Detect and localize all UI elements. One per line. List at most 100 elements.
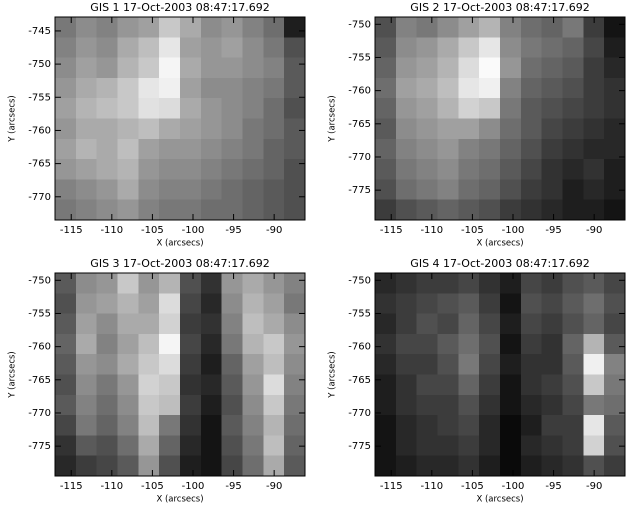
cell: [138, 415, 160, 436]
cell: [541, 313, 563, 335]
cell: [180, 159, 202, 180]
cell: [138, 293, 160, 315]
cell: [117, 374, 139, 396]
cell: [395, 273, 418, 294]
cell: [458, 374, 480, 396]
cell: [138, 374, 160, 396]
y-tick-label: -755: [348, 52, 371, 63]
x-axis-label: X (arcsecs): [156, 239, 203, 249]
cell: [500, 159, 522, 180]
y-tick-label: -750: [348, 19, 371, 30]
cell: [375, 435, 397, 457]
cell: [437, 77, 459, 99]
cell: [437, 333, 459, 355]
y-tick-label: -770: [348, 152, 371, 163]
cell: [75, 333, 98, 355]
cell: [562, 179, 584, 201]
cell: [479, 17, 501, 38]
cell: [117, 354, 139, 375]
cell: [138, 273, 160, 294]
cell: [416, 179, 438, 201]
cell: [458, 293, 480, 315]
cell: [437, 138, 459, 160]
cell: [604, 455, 626, 477]
cell: [55, 118, 77, 140]
cell: [395, 159, 418, 180]
cell: [416, 57, 438, 79]
cell: [180, 415, 202, 436]
cell: [500, 199, 522, 221]
cell: [263, 138, 285, 160]
cell: [583, 179, 605, 201]
cell: [180, 179, 202, 201]
cell: [200, 354, 223, 375]
cell: [583, 37, 605, 59]
cell: [263, 333, 285, 355]
cell: [221, 273, 243, 294]
cell: [75, 455, 98, 477]
cell: [159, 138, 181, 160]
cell: [500, 333, 522, 355]
cell: [416, 333, 438, 355]
y-tick-label: -775: [348, 441, 371, 452]
cell: [55, 313, 77, 335]
cell: [96, 118, 118, 140]
cell: [500, 354, 522, 375]
cell: [221, 118, 243, 140]
x-axis-label: X (arcsecs): [476, 495, 523, 505]
cell: [604, 435, 626, 457]
cell: [159, 98, 181, 119]
cell: [520, 77, 543, 99]
cell: [180, 455, 202, 477]
cell: [375, 159, 397, 180]
cell: [75, 57, 98, 79]
cell: [583, 57, 605, 79]
cell: [437, 374, 459, 396]
cell: [221, 57, 243, 79]
cell: [479, 415, 501, 436]
cell: [375, 37, 397, 59]
cell: [416, 77, 438, 99]
cell: [263, 394, 285, 416]
cell: [159, 435, 181, 457]
cell: [96, 455, 118, 477]
cell: [375, 57, 397, 79]
cell: [159, 394, 181, 416]
plot-frame: [54, 272, 306, 477]
cell: [541, 435, 563, 457]
cell: [541, 17, 563, 38]
cell: [604, 179, 626, 201]
cell: [284, 98, 306, 119]
cell: [583, 374, 605, 396]
cell: [263, 435, 285, 457]
cell: [75, 98, 98, 119]
cell: [479, 57, 501, 79]
cell: [395, 138, 418, 160]
cell: [395, 77, 418, 99]
cell: [55, 57, 77, 79]
cell: [437, 17, 459, 38]
cell: [395, 179, 418, 201]
cell: [604, 159, 626, 180]
cell: [96, 313, 118, 335]
chart-title: GIS 1 17-Oct-2003 08:47:17.692: [90, 1, 269, 14]
cell: [75, 199, 98, 221]
cell: [75, 77, 98, 99]
cell: [75, 159, 98, 180]
cell: [242, 435, 264, 457]
cell: [458, 313, 480, 335]
cell: [221, 17, 243, 38]
cell: [583, 138, 605, 160]
cell: [55, 159, 77, 180]
cell: [221, 313, 243, 335]
cell: [458, 179, 480, 201]
cell: [520, 98, 543, 119]
cell: [75, 138, 98, 160]
cell: [375, 354, 397, 375]
cell: [375, 77, 397, 99]
cell: [520, 435, 543, 457]
cell: [562, 415, 584, 436]
cell: [180, 199, 202, 221]
cell: [604, 118, 626, 140]
